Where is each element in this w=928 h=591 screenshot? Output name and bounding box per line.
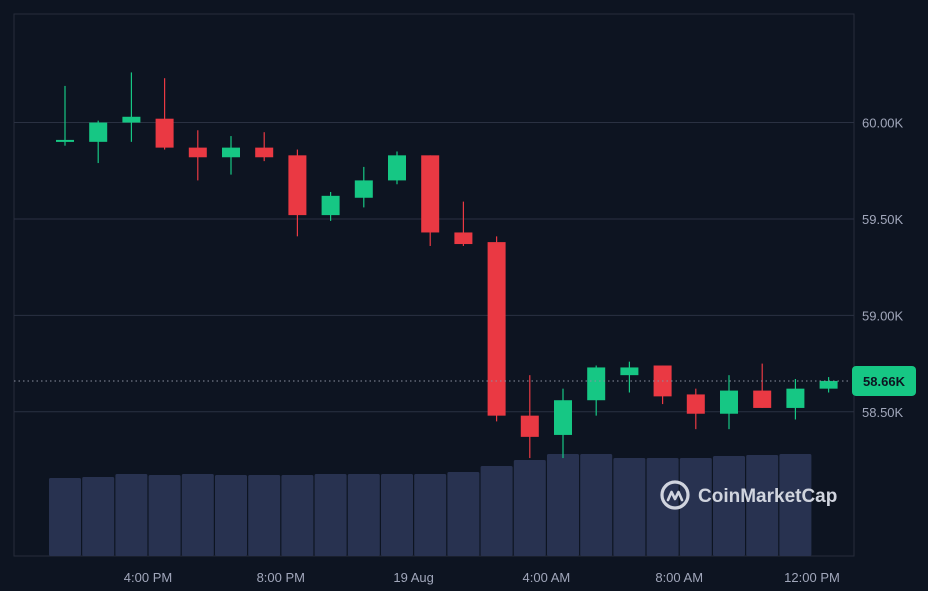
- volume-bar: [414, 474, 447, 556]
- candle: [753, 363, 772, 408]
- candle: [388, 151, 406, 185]
- candle: [321, 191, 340, 221]
- candle-body: [520, 415, 539, 437]
- candle-body: [89, 122, 108, 142]
- candles: [56, 72, 838, 459]
- candle: [819, 377, 838, 393]
- candle-body: [620, 367, 639, 376]
- candle: [188, 130, 207, 181]
- volume-bar: [148, 475, 181, 556]
- candle: [354, 166, 373, 208]
- y-axis: 60.00K 59.50K 59.00K 58.50K: [862, 116, 904, 420]
- volume-bar: [49, 478, 81, 556]
- x-axis: 4:00 PM 8:00 PM 19 Aug 4:00 AM 8:00 AM 12:00 …: [124, 570, 840, 585]
- candle-body: [388, 155, 406, 181]
- price-tag-background: [852, 365, 916, 396]
- candle-body: [753, 390, 772, 408]
- volume-bar: [82, 477, 115, 556]
- candle: [587, 365, 606, 416]
- candle-body: [487, 242, 506, 416]
- watermark: CoinMarketCap: [660, 480, 837, 510]
- candle: [155, 78, 174, 150]
- watermark-text: CoinMarketCap: [698, 486, 837, 507]
- candle-body: [720, 390, 738, 414]
- x-tick-label: 8:00 PM: [257, 570, 305, 585]
- candle-body: [819, 380, 838, 389]
- candle-body: [587, 367, 606, 401]
- volume-bar: [215, 475, 247, 556]
- grid-lines: [14, 122, 854, 413]
- candle-body: [554, 400, 572, 435]
- candle-body: [321, 195, 340, 216]
- candle: [686, 388, 705, 430]
- x-tick-label: 8:00 AM: [655, 570, 703, 585]
- volume-bar: [347, 474, 380, 556]
- volume-bar: [181, 474, 214, 556]
- candle-body: [122, 116, 141, 123]
- candle-body: [686, 394, 705, 414]
- volume-bar: [480, 466, 513, 556]
- candle: [122, 72, 141, 142]
- volume-bar: [447, 472, 480, 556]
- y-tick-label: 59.00K: [862, 308, 904, 323]
- candle: [554, 388, 572, 459]
- candle: [520, 375, 539, 459]
- current-price-label: 58.66K: [863, 374, 906, 389]
- candle-body: [56, 139, 74, 142]
- x-tick-label: 12:00 PM: [784, 570, 840, 585]
- volume-bar: [613, 458, 646, 556]
- candle: [653, 365, 672, 405]
- candle: [255, 132, 274, 162]
- x-tick-label: 4:00 AM: [523, 570, 571, 585]
- candle: [421, 155, 440, 246]
- volume-bar: [115, 474, 148, 556]
- candle-body: [255, 147, 274, 158]
- volume-bar: [746, 455, 779, 556]
- candle-body: [222, 147, 240, 158]
- candle-body: [288, 155, 307, 216]
- candle-body: [354, 180, 373, 198]
- x-tick-label: 4:00 PM: [124, 570, 172, 585]
- volume-bar: [713, 456, 745, 556]
- candle: [288, 149, 307, 237]
- candle: [720, 375, 738, 430]
- candle: [620, 361, 639, 393]
- x-tick-label: 19 Aug: [393, 570, 434, 585]
- candle-body: [188, 147, 207, 158]
- volume-bar: [580, 454, 613, 556]
- volume-bar: [779, 454, 812, 556]
- candle: [454, 201, 473, 246]
- candle-body: [786, 388, 805, 408]
- volume-bars: [49, 454, 812, 556]
- volume-bar: [513, 460, 546, 556]
- candle: [222, 136, 240, 175]
- volume-bar: [248, 475, 281, 556]
- candle-body: [421, 155, 440, 233]
- current-price-tag: 58.66K: [852, 365, 916, 396]
- volume-bar: [281, 475, 314, 556]
- volume-bar: [314, 474, 347, 556]
- coinmarketcap-logo-icon: [660, 480, 690, 510]
- candle: [56, 85, 74, 146]
- y-tick-label: 60.00K: [862, 116, 904, 131]
- candle: [487, 236, 506, 422]
- volume-bar: [547, 454, 579, 556]
- candle-body: [155, 118, 174, 148]
- volume-bar: [381, 474, 413, 556]
- volume-bar: [679, 458, 712, 556]
- y-tick-label: 59.50K: [862, 212, 904, 227]
- candle: [89, 120, 108, 164]
- candle-body: [454, 232, 473, 245]
- y-tick-label: 58.50K: [862, 405, 904, 420]
- candle: [786, 379, 805, 420]
